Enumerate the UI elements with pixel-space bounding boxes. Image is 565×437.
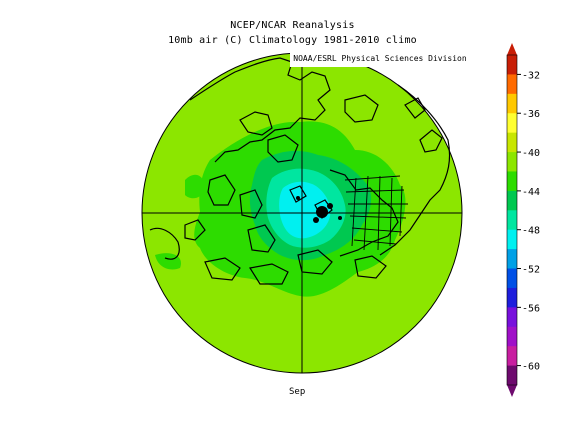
- colorbar-label: -48: [522, 226, 540, 237]
- colorbar-segment: [507, 190, 517, 211]
- colorbar-segment: [507, 229, 517, 250]
- colorbar-label: -44: [522, 187, 540, 198]
- month-label: Sep: [289, 387, 306, 397]
- colorbar-segment: [507, 55, 517, 75]
- coastlines: [149, 57, 451, 285]
- colorbar-label: -60: [522, 362, 540, 373]
- colorbar-segment: [507, 132, 517, 153]
- colorbar-border: [506, 54, 518, 386]
- colorbar-segment: [507, 268, 517, 289]
- colorbar-segment: [507, 210, 517, 231]
- colorbar-label: -32: [522, 70, 540, 81]
- colorbar-segment: [507, 171, 517, 192]
- colorbar-segment: [507, 113, 517, 134]
- chart-subtitle: 10mb air (C) Climatology 1981-2010 climo: [168, 35, 417, 46]
- dark-cluster: [296, 196, 342, 223]
- colorbar-segment: [507, 93, 517, 114]
- colorbar-top-arrow: [507, 43, 517, 55]
- colorbar-label: -36: [522, 109, 540, 120]
- colorbar-segment: [507, 326, 517, 347]
- colorbar-segment: [507, 74, 517, 95]
- chart-title: NCEP/NCAR Reanalysis: [230, 20, 355, 31]
- colorbar-segment: [507, 307, 517, 328]
- colorbar-segment: [507, 287, 517, 308]
- colorbar-label: -52: [522, 265, 540, 276]
- colorbar-segment: [507, 365, 517, 386]
- credit-label: NOAA/ESRL Physical Sciences Division: [290, 51, 470, 67]
- colorbar-segment: [507, 249, 517, 270]
- colorbar: -32 -36 -40 -44 -48 -52 -56 -60: [506, 43, 540, 397]
- colorbar-label: -56: [522, 303, 540, 314]
- colorbar-segment: [507, 152, 517, 172]
- colorbar-label: -40: [522, 148, 540, 159]
- colorbar-segment: [507, 346, 517, 367]
- colorbar-bottom-arrow: [507, 385, 517, 397]
- contour-band-48: [279, 181, 331, 239]
